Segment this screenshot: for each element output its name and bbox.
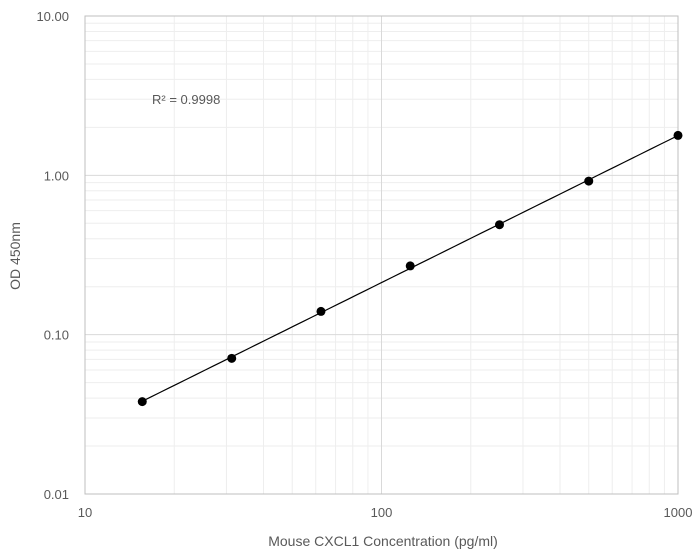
data-point [316, 306, 326, 316]
data-point [227, 353, 237, 363]
r-squared-annotation: R² = 0.9998 [152, 92, 220, 107]
y-tick-label: 0.01 [44, 487, 69, 502]
y-tick-label: 1.00 [44, 168, 69, 183]
data-point [673, 130, 683, 140]
y-tick-label: 0.10 [44, 328, 69, 343]
x-tick-label: 10 [78, 505, 92, 520]
x-axis-ticks: 10 100 1000 [78, 505, 692, 520]
y-axis-ticks: 0.01 0.10 1.00 10.00 [36, 9, 69, 502]
data-point [137, 397, 147, 407]
y-tick-label: 10.00 [36, 9, 69, 24]
x-tick-label: 100 [371, 505, 393, 520]
data-points [137, 130, 683, 407]
data-point [494, 220, 504, 230]
plot-area [84, 15, 679, 495]
y-axis-title: OD 450nm [7, 222, 23, 290]
data-point [584, 176, 594, 186]
data-point [405, 261, 415, 271]
x-axis-title: Mouse CXCL1 Concentration (pg/ml) [268, 533, 498, 549]
x-tick-label: 1000 [664, 505, 692, 520]
